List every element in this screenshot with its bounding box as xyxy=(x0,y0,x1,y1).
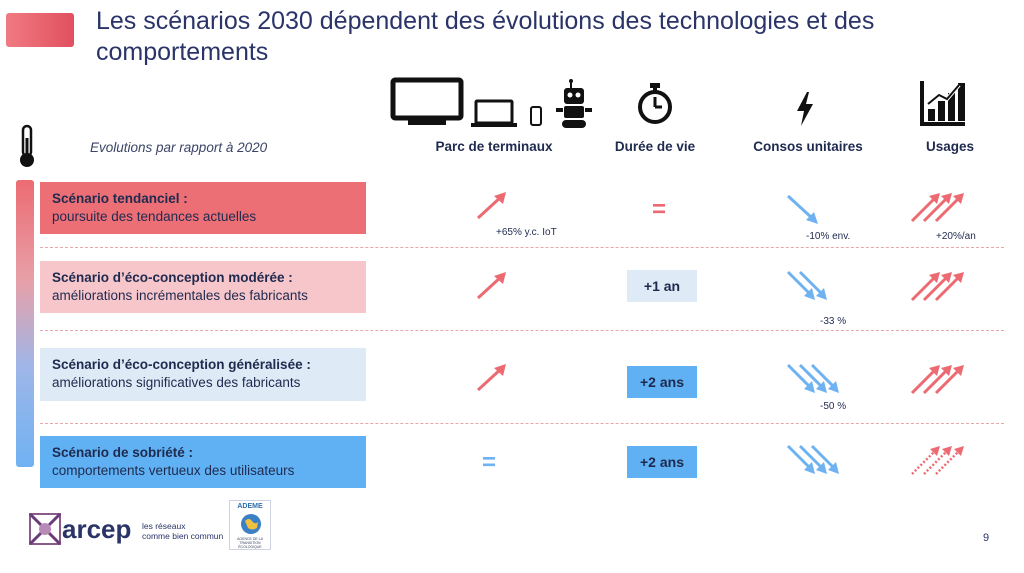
scenario-title: Scénario de sobriété : xyxy=(52,445,194,460)
scenario-description: poursuite des tendances actuelles xyxy=(52,209,257,224)
arrow-up-icon xyxy=(476,364,506,392)
row-separator xyxy=(40,247,1004,248)
arcep-tagline: les réseaux comme bien commun xyxy=(142,521,224,541)
arrow-up-icon xyxy=(476,272,506,300)
consumption-note: -10% env. xyxy=(806,231,851,242)
scenario-sobriety: Scénario de sobriété : comportements ver… xyxy=(40,436,366,488)
triple-arrow-up-icon xyxy=(910,272,964,302)
lifetime-badge: +1 an xyxy=(627,270,697,302)
scenario-gradient-bar xyxy=(16,180,34,467)
column-header-fleet: Parc de terminaux xyxy=(435,139,553,154)
globe-icon xyxy=(241,514,261,534)
scenario-description: comportements vertueux des utilisateurs xyxy=(52,463,295,478)
fleet-note: +65% y.c. IoT xyxy=(496,227,557,238)
lightning-icon xyxy=(797,92,813,126)
triple-arrow-up-icon xyxy=(910,365,964,395)
scenario-description: améliorations incrémentales des fabrican… xyxy=(52,288,308,303)
row-separator xyxy=(40,423,1004,424)
arcep-wordmark: arcep xyxy=(62,514,132,544)
page-number: 9 xyxy=(983,532,990,544)
row-separator xyxy=(40,330,1004,331)
scenario-moderate-ecodesign: Scénario d’éco-conception modérée : amél… xyxy=(40,261,366,313)
equal-sign: = xyxy=(652,196,667,223)
triple-arrow-down-icon xyxy=(786,444,839,474)
bar-chart-icon xyxy=(920,81,965,126)
column-header-usage: Usages xyxy=(925,139,975,154)
evolution-subtitle: Evolutions par rapport à 2020 xyxy=(90,140,268,155)
thermometer-icon xyxy=(20,124,34,167)
scenario-description: améliorations significatives des fabrica… xyxy=(52,375,301,390)
stopwatch-icon xyxy=(638,83,672,124)
dotted-triple-arrow-up-icon xyxy=(911,446,964,475)
slide-title: Les scénarios 2030 dépendent des évoluti… xyxy=(96,7,875,66)
equal-sign: = xyxy=(482,449,497,476)
usage-note: +20%/an xyxy=(936,231,976,242)
scenario-title: Scénario d’éco-conception généralisée : xyxy=(52,357,311,372)
column-header-lifetime: Durée de vie xyxy=(614,139,696,154)
triple-arrow-down-icon xyxy=(786,363,839,393)
double-arrow-down-icon xyxy=(786,270,827,300)
arrow-up-icon xyxy=(476,192,506,220)
consumption-note: -50 % xyxy=(820,401,847,412)
lifetime-badge: +2 ans xyxy=(627,366,697,398)
title-accent-bar xyxy=(6,13,74,47)
arcep-logo-icon xyxy=(28,512,62,546)
arrow-down-icon xyxy=(786,194,818,224)
ademe-logo: ADEME AGENCE DE LA TRANSITION ÉCOLOGIQUE xyxy=(229,500,271,550)
scenario-title: Scénario tendanciel : xyxy=(52,191,188,206)
devices-icon xyxy=(390,77,592,128)
triple-arrow-up-icon xyxy=(910,193,964,223)
lifetime-badge: +2 ans xyxy=(627,446,697,478)
scenario-trend: Scénario tendanciel : poursuite des tend… xyxy=(40,182,366,234)
scenario-generalized-ecodesign: Scénario d’éco-conception généralisée : … xyxy=(40,348,366,401)
scenario-title: Scénario d’éco-conception modérée : xyxy=(52,270,293,285)
consumption-note: -33 % xyxy=(820,316,847,327)
column-header-consumption: Consos unitaires xyxy=(753,139,863,154)
